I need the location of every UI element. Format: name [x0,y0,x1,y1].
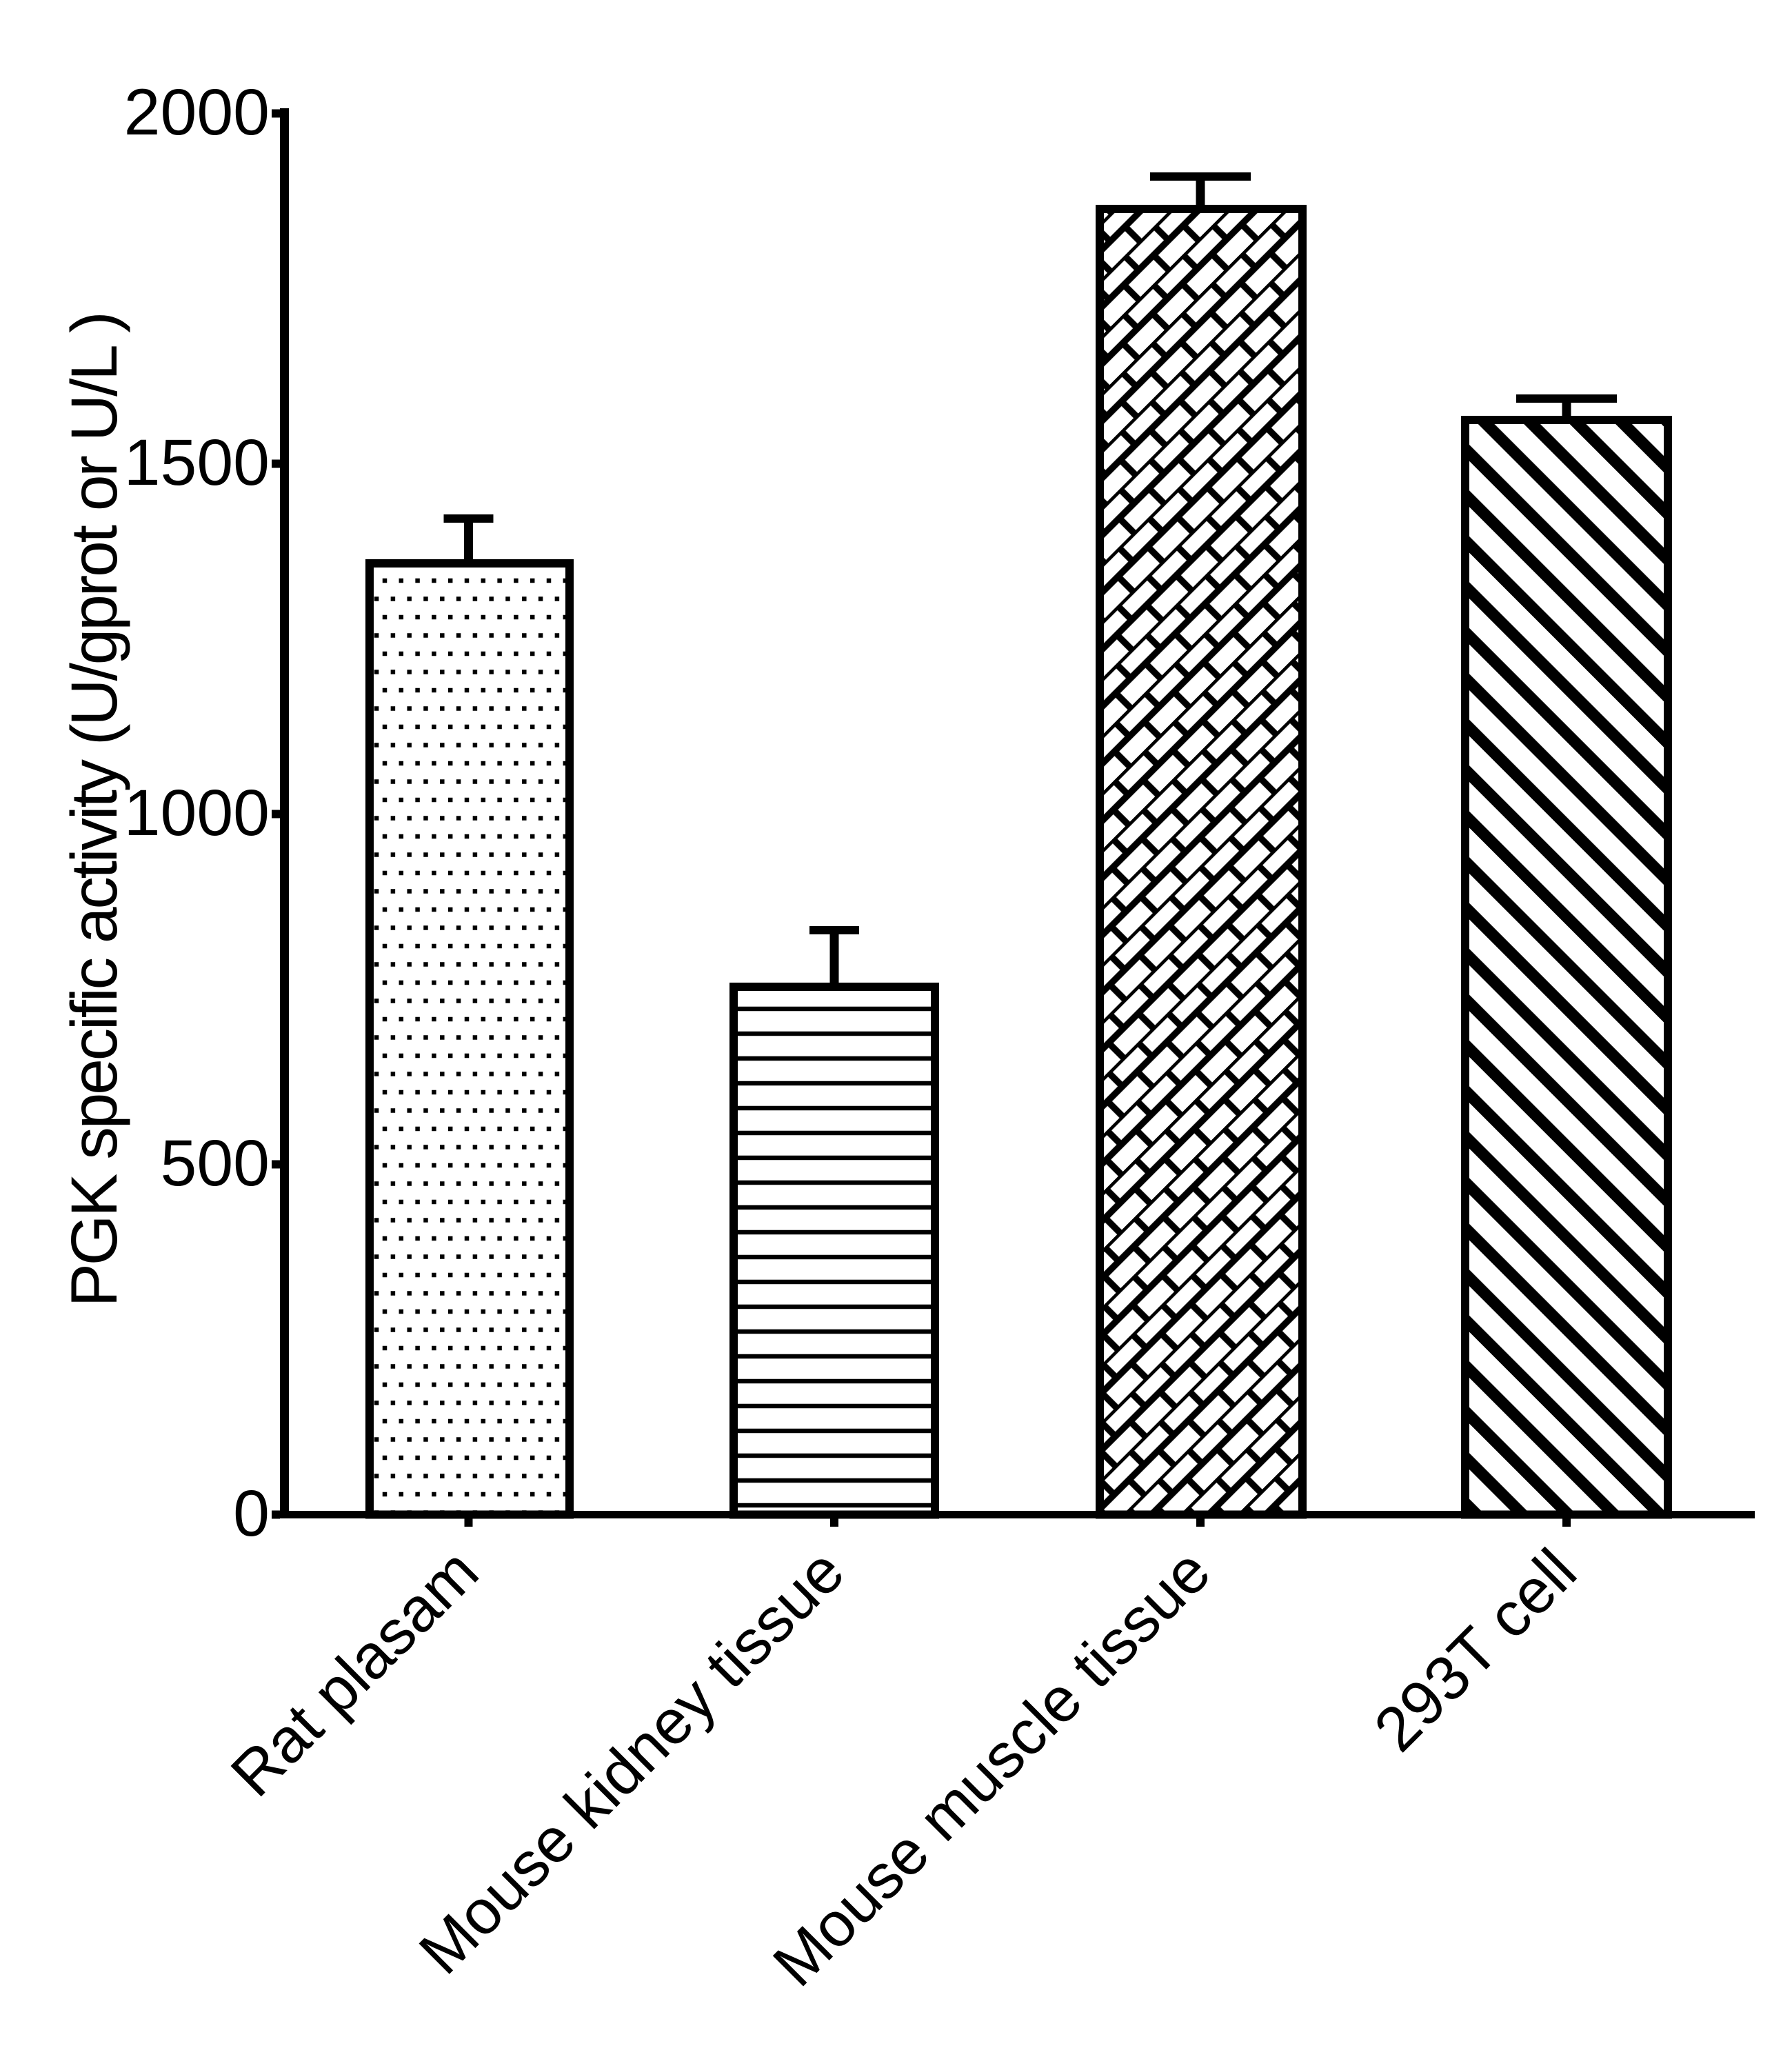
svg-text:1000: 1000 [124,776,270,850]
svg-text:0: 0 [233,1477,270,1550]
svg-text:PGK specific activity (U/gprot: PGK specific activity (U/gprot or U/L ) [58,314,131,1307]
svg-text:1500: 1500 [124,426,270,499]
svg-text:500: 500 [160,1127,270,1200]
svg-text:2000: 2000 [124,76,270,149]
